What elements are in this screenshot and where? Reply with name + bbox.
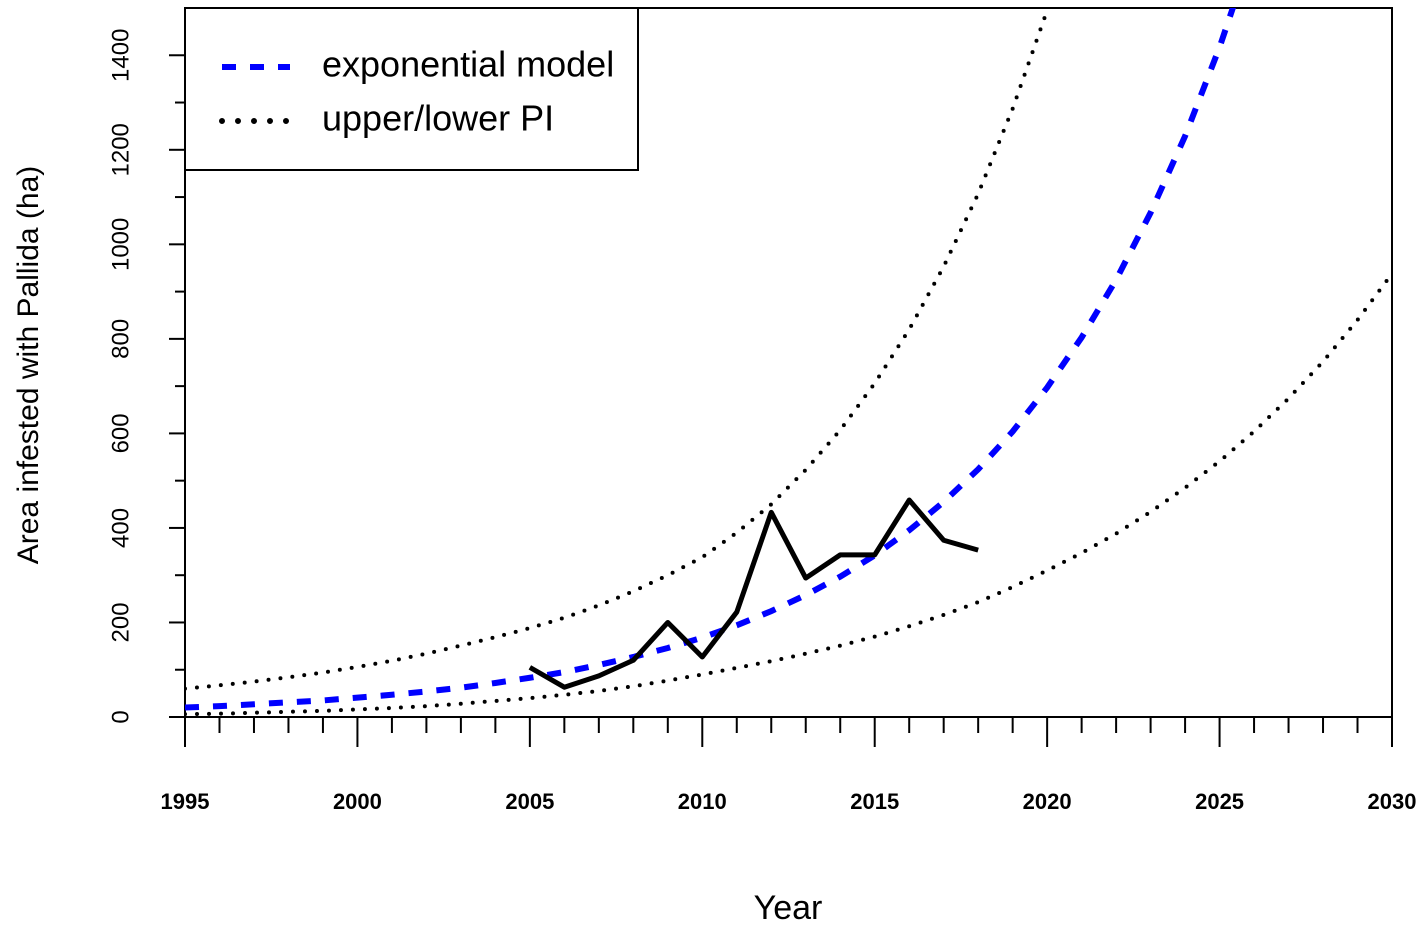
x-tick-label: 2025 [1195,789,1244,814]
x-tick-label: 2005 [505,789,554,814]
y-tick-label: 0 [107,710,134,723]
y-tick-label: 1000 [107,218,134,271]
legend-label: upper/lower PI [322,98,554,139]
y-tick-label: 600 [107,413,134,453]
x-tick-label: 1995 [161,789,210,814]
y-axis-label: Area infested with Pallida (ha) [12,166,45,565]
x-tick-label: 2010 [678,789,727,814]
series-line [528,497,979,690]
y-tick-label: 800 [107,319,134,359]
x-tick-label: 2030 [1368,789,1417,814]
y-tick-label: 400 [107,508,134,548]
plot-frame [184,7,1393,718]
y-tick-label: 200 [107,602,134,642]
x-tick-label: 2015 [850,789,899,814]
x-axis-label: Year [754,889,823,927]
legend-box [184,7,639,171]
x-tick-label: 2000 [333,789,382,814]
x-tick-label: 2020 [1023,789,1072,814]
legend-label: exponential model [322,44,614,85]
series-line [185,271,1392,717]
y-tick-label: 1200 [107,123,134,176]
lines [185,8,1392,717]
y-tick-label: 1400 [107,29,134,82]
